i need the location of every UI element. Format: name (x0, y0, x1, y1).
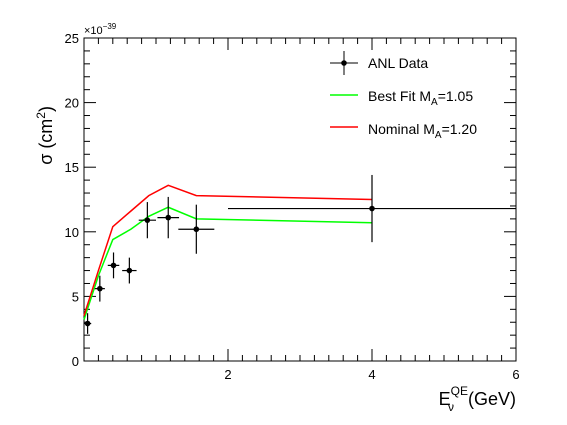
anl-data-point-3 (108, 252, 120, 278)
y-tick-label: 25 (65, 31, 79, 46)
point-marker (369, 206, 375, 212)
anl-data-point-5 (139, 202, 156, 238)
legend-label-best-fit: Best Fit MA=1.05 (368, 88, 473, 108)
legend-label-nominal: Nominal MA=1.20 (368, 121, 477, 141)
anl-data-point-4 (122, 258, 136, 284)
point-marker (165, 215, 171, 221)
legend-entry-nominal: Nominal MA=1.20 (330, 121, 477, 141)
y-multiplier: ×10−39 (84, 22, 117, 37)
legend-entry-anl-data: ANL Data (330, 51, 428, 75)
y-axis-title: σ (cm2) (34, 106, 56, 165)
point-marker (97, 286, 103, 292)
tick-labels: 0 5 10 15 20 25 2 4 6 (65, 31, 520, 382)
model-lines (84, 185, 372, 319)
nominal-line (84, 185, 372, 315)
point-marker (127, 268, 133, 274)
x-tick-label: 2 (224, 367, 231, 382)
best-fit-line (84, 207, 372, 319)
legend-anl-marker (341, 60, 347, 66)
y-tick-label: 20 (65, 96, 79, 111)
y-tick-label: 15 (65, 160, 79, 175)
legend-entry-best-fit: Best Fit MA=1.05 (330, 88, 473, 108)
x-axis-title: EQE ν (GeV) (439, 384, 516, 414)
anl-data-point-6 (157, 197, 179, 238)
point-marker (111, 263, 117, 269)
y-tick-label: 10 (65, 225, 79, 240)
y-tick-label: 5 (72, 289, 79, 304)
legend: ANL Data Best Fit MA=1.05 Nominal MA=1.2… (330, 51, 477, 141)
point-marker (145, 217, 151, 223)
legend-label-anl-data: ANL Data (368, 55, 428, 71)
y-tick-label: 0 (72, 354, 79, 369)
axis-ticks (84, 38, 516, 361)
data-points (84, 175, 516, 334)
point-marker (85, 321, 91, 327)
plot-frame (84, 38, 516, 361)
point-marker (194, 226, 200, 232)
anl-data-point-8 (228, 175, 516, 242)
anl-data-point-7 (178, 205, 214, 254)
x-tick-label: 6 (512, 367, 519, 382)
anl-data-point-2 (95, 276, 105, 302)
x-tick-label: 4 (368, 367, 375, 382)
